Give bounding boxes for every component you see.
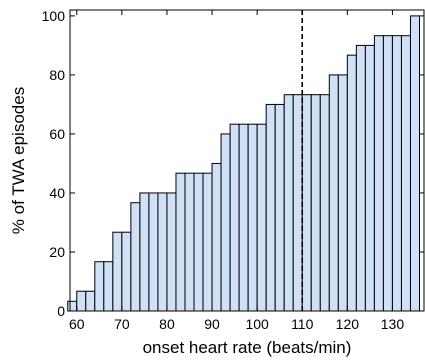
y-tick-label-0: 0: [57, 303, 65, 319]
bar-93: [220, 133, 231, 312]
bar-85: [184, 172, 195, 312]
bar-103: [265, 103, 276, 312]
y-tick-label-60: 60: [49, 126, 65, 142]
bar-99: [247, 123, 258, 312]
bar-63: [85, 290, 96, 312]
bar-119: [337, 74, 348, 312]
y-tick-label-80: 80: [49, 67, 65, 83]
x-tick-label-120: 120: [336, 316, 360, 332]
bar-107: [283, 94, 294, 312]
bar-61: [76, 290, 87, 312]
bar-77: [148, 192, 159, 312]
bar-97: [238, 123, 249, 312]
x-tick-label-70: 70: [114, 316, 130, 332]
bar-73: [130, 202, 141, 312]
bar-81: [166, 192, 177, 312]
x-axis-label: onset heart rate (beats/min): [143, 338, 352, 357]
bar-105: [274, 103, 285, 312]
y-axis-label: % of TWA episodes: [9, 87, 28, 234]
x-tick-label-60: 60: [69, 316, 85, 332]
bar-67: [103, 261, 114, 312]
bar-101: [256, 123, 267, 312]
bar-135: [409, 15, 420, 312]
bar-129: [382, 35, 393, 312]
bar-89: [202, 172, 213, 312]
x-tick-label-90: 90: [204, 316, 220, 332]
x-tick-label-100: 100: [245, 316, 269, 332]
y-tick-label-20: 20: [49, 244, 65, 260]
x-tick-label-80: 80: [159, 316, 175, 332]
bar-133: [400, 35, 411, 312]
bar-79: [157, 192, 168, 312]
bar-121: [346, 54, 357, 312]
bar-131: [391, 35, 402, 312]
bar-83: [175, 172, 186, 312]
bar-65: [94, 261, 105, 312]
plot-frame: [69, 9, 425, 312]
bar-111: [301, 94, 312, 312]
y-axis-ticks: 0 20 40 60 80 100: [42, 8, 424, 319]
bars-group: [67, 15, 420, 312]
bar-113: [310, 94, 321, 312]
bar-75: [139, 192, 150, 312]
bar-127: [373, 35, 384, 312]
bar-123: [355, 44, 366, 312]
bar-117: [328, 74, 339, 312]
bar-59: [67, 300, 78, 312]
y-tick-label-40: 40: [49, 185, 65, 201]
bar-109: [292, 94, 303, 312]
bar-125: [364, 44, 375, 312]
bar-69: [112, 231, 123, 312]
bar-87: [193, 172, 204, 312]
bar-115: [319, 94, 330, 312]
x-tick-label-110: 110: [291, 316, 314, 332]
bar-91: [211, 162, 222, 312]
x-axis-ticks: 60 70 80 90 100 110 120 130: [69, 10, 404, 332]
y-tick-label-100: 100: [42, 8, 66, 24]
bar-71: [121, 231, 132, 312]
x-tick-label-130: 130: [381, 316, 405, 332]
bar-95: [229, 123, 240, 312]
